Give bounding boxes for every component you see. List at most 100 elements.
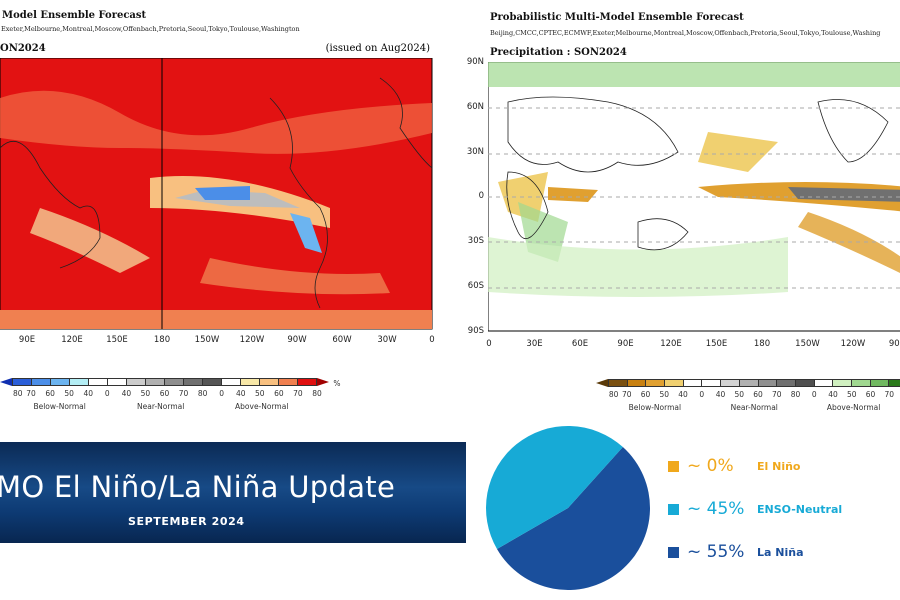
legend-swatch [668, 460, 679, 472]
colorbar-segment [222, 378, 241, 386]
legend-value: ~ 0% [687, 456, 734, 476]
y-tick-label: 0 [478, 191, 484, 202]
colorbar-label: 0 [811, 390, 817, 399]
legend-value: ~ 45% [687, 499, 745, 519]
colorbar-label: 40 [715, 390, 726, 399]
colorbar-label: 40 [83, 389, 94, 398]
colorbar-label: 80 [12, 389, 23, 398]
colorbar-segment [32, 378, 51, 386]
colorbar-label: 60 [865, 390, 876, 399]
x-tick-label: 90W [287, 335, 307, 345]
x-tick-label: 30W [377, 335, 397, 345]
x-tick-label: 0 [429, 335, 435, 345]
x-tick-label: 60E [571, 339, 589, 349]
colorbar-label: 0 [699, 390, 705, 399]
colorbar-segment [795, 379, 815, 387]
colorbar-segment [12, 378, 32, 386]
colorbar-label: 0 [104, 389, 110, 398]
colorbar-label: 50 [255, 389, 265, 398]
coastlines [506, 96, 889, 251]
colorbar-segment [184, 378, 203, 386]
colorbar-segment [51, 378, 70, 386]
gridlines [488, 107, 900, 289]
colorbar-segment [298, 378, 317, 386]
map-band [30, 208, 150, 273]
x-tick-label: 150E [705, 339, 728, 349]
colorbar-label: 60 [274, 389, 284, 398]
legend-swatch [668, 546, 679, 558]
colorbar-label: 70 [178, 389, 189, 398]
colorbar-label: 70 [884, 390, 895, 399]
colorbar-category: Near-Normal [137, 402, 185, 411]
right-map-y-axis: 90N 60N 30N 0 30S 60S 90S [440, 57, 484, 336]
colorbar-label: 60 [45, 389, 55, 398]
colorbar-label: 70 [621, 390, 632, 399]
update-banner: MO El Niño/La Niña Update SEPTEMBER 2024 [0, 442, 466, 543]
colorbar-high-tip [317, 378, 329, 386]
y-tick-label: 30S [467, 236, 484, 247]
colorbar-segment [851, 379, 871, 387]
colorbar-label: 40 [235, 389, 246, 398]
x-tick-label: 150E [106, 335, 128, 345]
colorbar-unit: % [333, 379, 341, 388]
below-normal-area [798, 212, 900, 274]
below-normal-area [548, 187, 598, 202]
pie-slice-la-ni-a [496, 447, 650, 590]
colorbar-segment [260, 378, 279, 386]
colorbar-category: Below-Normal [33, 402, 86, 411]
colorbar-segment [627, 379, 647, 387]
colorbar-category: Near-Normal [730, 403, 778, 412]
colorbar-segment [279, 378, 298, 386]
x-tick-label: 0 [486, 339, 492, 349]
near-normal-area [788, 187, 900, 202]
colorbar-category: Below-Normal [628, 403, 682, 412]
colorbar-segment [833, 379, 852, 387]
colorbar-bar [12, 378, 317, 386]
y-tick-label: 60S [467, 281, 484, 291]
colorbar-segment [665, 379, 684, 387]
colorbar-label: 80 [608, 390, 619, 399]
y-tick-label: 60N [466, 101, 484, 112]
colorbar-segment [108, 378, 127, 386]
colorbar-label: 60 [640, 390, 651, 399]
right-map-centres: Beijing,CMCC,CPTEC,ECMWF,Exeter,Melbourn… [490, 29, 881, 37]
temperature-map [0, 58, 433, 330]
colorbar-segment [870, 379, 890, 387]
colorbar-label: 70 [26, 389, 36, 398]
below-normal-area [698, 132, 778, 172]
colorbar-segment [203, 378, 222, 386]
below-normal-area [290, 213, 322, 253]
precipitation-map [488, 62, 900, 332]
x-tick-label: 120E [660, 339, 682, 349]
colorbar-segment [814, 379, 834, 387]
banner-title: MO El Niño/La Niña Update [0, 470, 396, 504]
colorbar-label: 60 [159, 389, 170, 398]
y-tick-label: 90S [467, 325, 484, 336]
colorbar-label: 80 [197, 389, 208, 398]
right-map-title: Probabilistic Multi-Model Ensemble Forec… [490, 12, 744, 23]
x-tick-label: 180 [753, 339, 771, 349]
colorbar-label: 50 [734, 390, 745, 399]
legend-item: ~ 0% El Niño [668, 456, 800, 476]
colorbar-segment [127, 378, 146, 386]
x-tick-label: 90E [617, 339, 634, 349]
colorbar-label: 80 [312, 389, 322, 398]
legend-label: ENSO-Neutral [757, 502, 843, 516]
legend-item: ~ 45% ENSO-Neutral [668, 499, 842, 519]
legend-label: El Niño [757, 459, 801, 473]
colorbar-category: Above-Normal [235, 402, 289, 411]
colorbar-label: 0 [219, 389, 225, 398]
x-tick-label: 30E [526, 339, 543, 349]
colorbar-low-tip [596, 379, 608, 387]
colorbar-label: 50 [846, 390, 857, 399]
x-tick-label: 60W [332, 335, 352, 345]
x-tick-label: 120W [840, 339, 866, 349]
map-band [200, 258, 390, 295]
legend-item: ~ 55% La Niña [668, 542, 804, 562]
left-map-centres: Exeter,Melbourne,Montreal,Moscow,Offenba… [1, 25, 300, 33]
x-tick-label: 90E [18, 335, 36, 345]
above-normal-area [488, 237, 788, 297]
x-tick-label: 150W [795, 339, 820, 349]
colorbar-low-tip [0, 378, 12, 386]
x-tick-label: 150W [194, 335, 220, 345]
